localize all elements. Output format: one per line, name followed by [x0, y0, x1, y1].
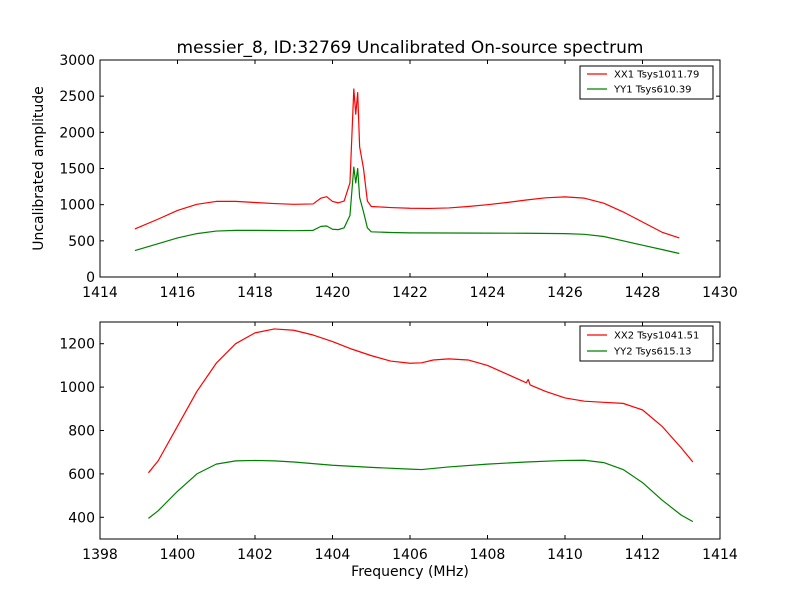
tick-group: 1398 1400 1402 1404 1406 1408 1410 1412 1414 400 6… — [59, 322, 738, 563]
plot-title: messier_8, ID:32769 Uncalibrated On-sour… — [177, 38, 644, 58]
y-axis-label: Uncalibrated amplitude — [31, 86, 47, 251]
legend: XX2 Tsys1041.51 YY2 Tsys615.13 — [579, 325, 714, 362]
x-tick-label: 1426 — [547, 285, 583, 301]
x-tick-label: 1406 — [392, 547, 428, 563]
legend-label-yy1: YY1 Tsys610.39 — [613, 85, 692, 96]
series-line-xx1 — [134, 88, 680, 239]
x-tick-label: 1410 — [547, 547, 583, 563]
series-lines — [147, 328, 694, 523]
plot-frame — [99, 321, 721, 540]
x-tick-label: 1430 — [702, 285, 738, 301]
x-tick-label: 1402 — [237, 547, 273, 563]
x-tick-label: 1408 — [470, 547, 506, 563]
plot-frame — [99, 59, 721, 278]
y-tick-label: 500 — [68, 234, 95, 250]
legend-label-xx2: XX2 Tsys1041.51 — [614, 331, 699, 342]
y-tick-label: 400 — [68, 510, 95, 526]
y-tick-label: 1000 — [59, 198, 95, 214]
y-tick-label: 3000 — [59, 53, 95, 69]
x-tick-label: 1422 — [392, 285, 428, 301]
series-line-xx2 — [147, 328, 694, 474]
x-tick-label: 1404 — [315, 547, 351, 563]
spectrum-plot-2: Frequency (MHz) 1398 1400 1402 1404 1406 1408… — [59, 321, 738, 580]
series-line-yy2 — [148, 459, 694, 523]
legend-label-xx1: XX1 Tsys1011.79 — [614, 70, 699, 81]
x-tick-label: 1420 — [315, 285, 351, 301]
x-tick-label: 1412 — [625, 547, 661, 563]
x-tick-label: 1416 — [160, 285, 196, 301]
x-tick-label: 1424 — [470, 285, 506, 301]
x-tick-label: 1414 — [702, 547, 738, 563]
y-tick-label: 1000 — [59, 380, 95, 396]
legend: XX1 Tsys1011.79 YY1 Tsys610.39 — [579, 65, 714, 100]
x-axis-label: Frequency (MHz) — [351, 564, 469, 580]
x-tick-label: 1428 — [625, 285, 661, 301]
y-tick-label: 1200 — [59, 337, 95, 353]
x-tick-label: 1400 — [160, 547, 196, 563]
y-tick-label: 600 — [68, 467, 95, 483]
spectrum-plot-1: messier_8, ID:32769 Uncalibrated On-sour… — [31, 38, 738, 301]
x-tick-label: 1414 — [82, 285, 118, 301]
legend-box — [579, 65, 714, 100]
series-lines — [134, 88, 680, 255]
x-tick-label: 1398 — [82, 547, 118, 563]
y-tick-label: 800 — [68, 424, 95, 440]
legend-box — [579, 325, 714, 362]
y-tick-label: 0 — [86, 270, 95, 286]
y-tick-label: 2500 — [59, 89, 95, 105]
legend-label-yy2: YY2 Tsys615.13 — [613, 347, 692, 358]
tick-group: 1414 1416 1418 1420 1422 1424 1426 1428 1430 0 500… — [59, 53, 737, 301]
series-line-yy1 — [134, 166, 680, 255]
y-tick-label: 2000 — [59, 125, 95, 141]
y-tick-label: 1500 — [59, 162, 95, 178]
x-tick-label: 1418 — [237, 285, 273, 301]
